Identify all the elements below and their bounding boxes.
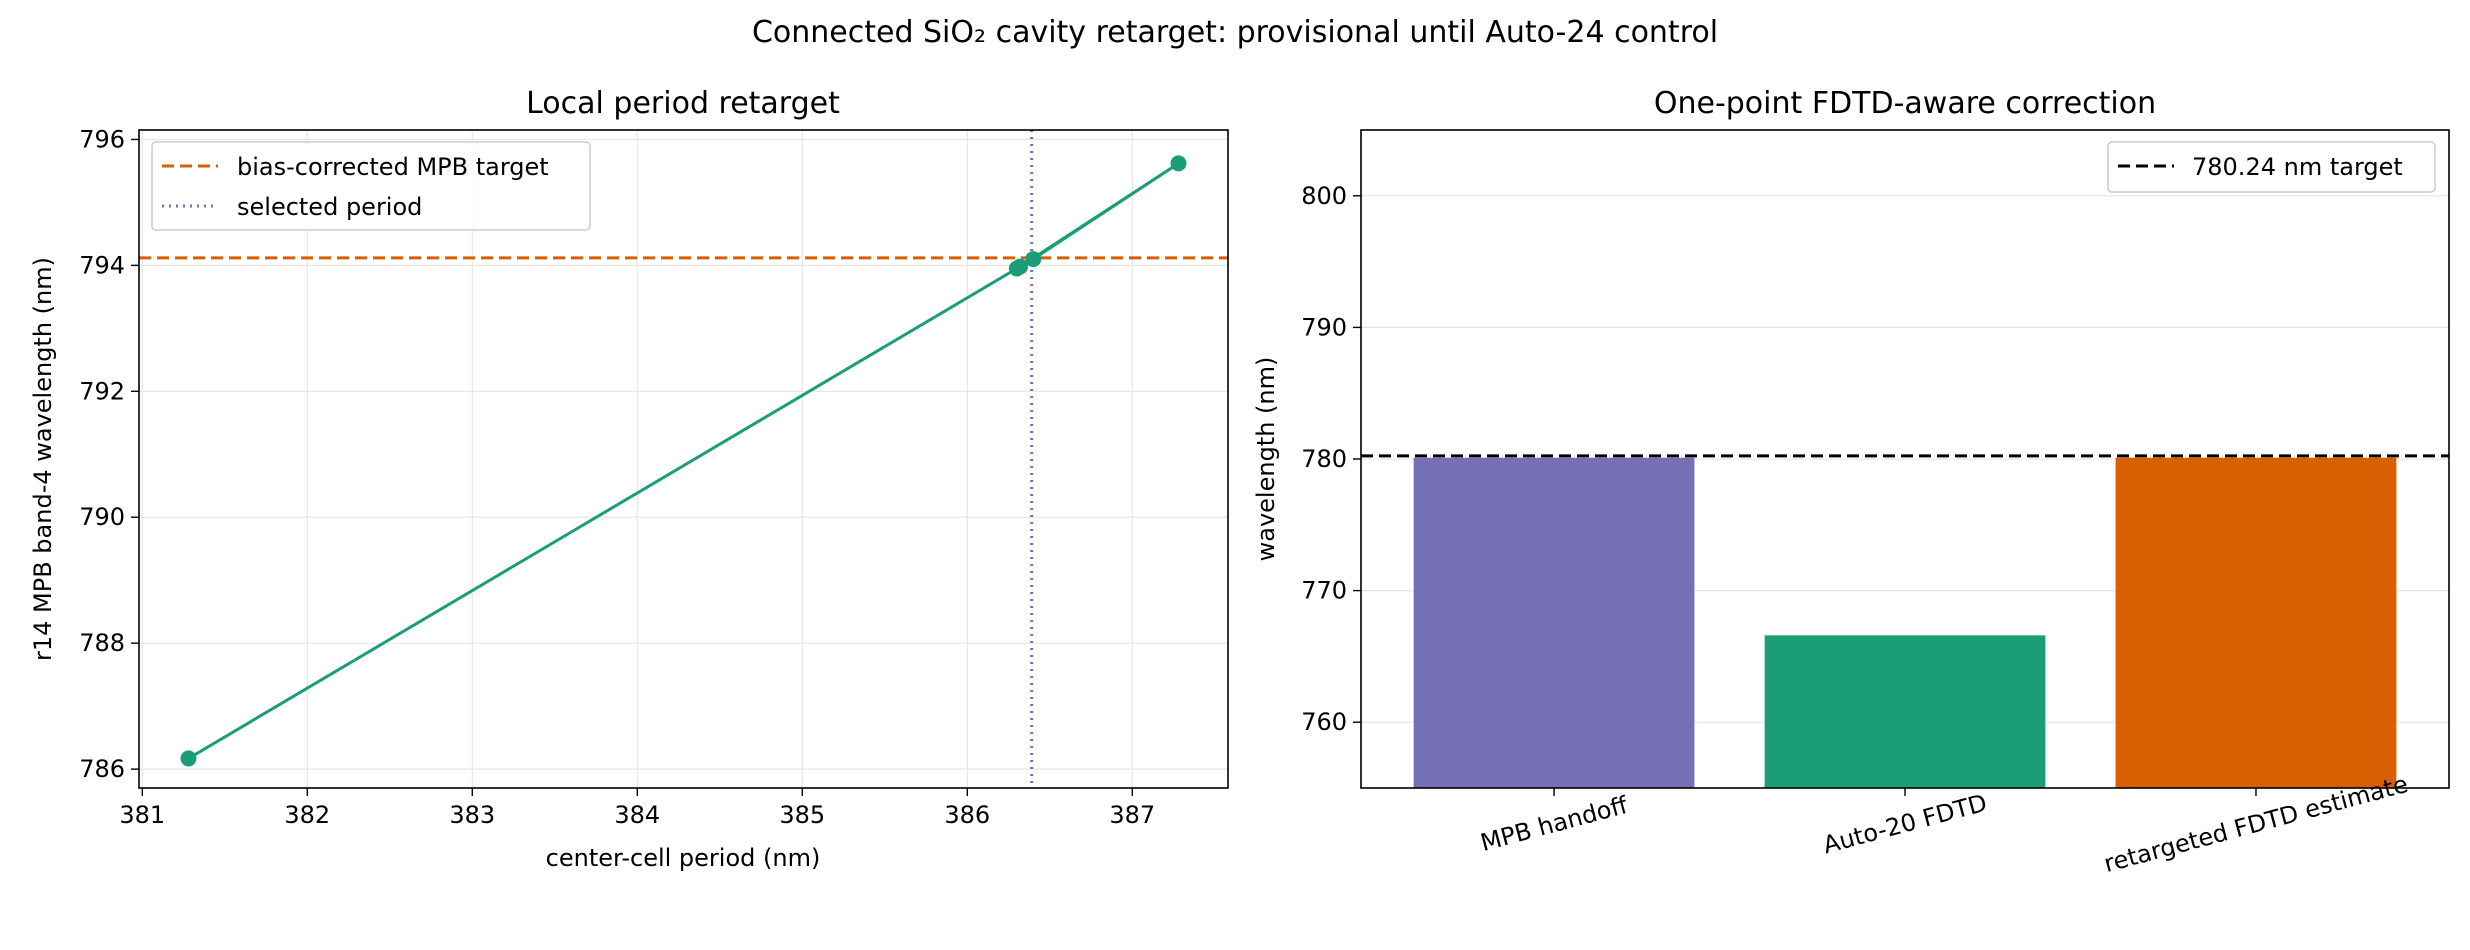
data-point [1025,251,1042,268]
plot-frame [138,129,1229,789]
y-tick-label: 790 [79,503,125,531]
data-point [1012,258,1029,275]
y-tick-label: 760 [1301,708,1347,736]
bar-0 [1413,457,1695,788]
x-tick-label: 383 [449,801,495,829]
x-tick-label: 384 [614,801,660,829]
grid-lines [139,130,1228,788]
bar-1 [1764,635,2046,788]
data-point [180,750,197,767]
panel-title: One-point FDTD-aware correction [1654,86,2156,121]
data-point [1170,155,1187,172]
y-tick-label: 796 [79,125,125,153]
x-tick-label: 387 [1109,801,1155,829]
panel-fdtd-correction: MPB handoff Auto-20 FDTD retargeted FDTD e… [1252,86,2450,878]
x-axis-label: center-cell period (nm) [546,844,821,872]
y-tick-label: 792 [79,377,125,405]
x-tick-label: Auto-20 FDTD [1820,789,1990,860]
y-axis-label: r14 MPB band-4 wavelength (nm) [29,257,57,661]
panel-title: Local period retarget [526,86,840,121]
y-tick-label: 790 [1301,313,1347,341]
legend-label-target: 780.24 nm target [2192,153,2403,181]
x-tick-label: 386 [944,801,990,829]
y-axis-label: wavelength (nm) [1252,357,1280,562]
data-series [180,155,1187,767]
figure-title: Connected SiO₂ cavity retarget: provisio… [752,15,1718,50]
x-tick-label: 381 [119,801,165,829]
x-tick-label: 385 [779,801,825,829]
y-tick-label: 794 [79,251,125,279]
x-ticks: 381 382 383 384 385 386 387 [119,788,1155,829]
reference-lines [139,130,1228,788]
panel-local-period-retarget: 381 382 383 384 385 386 387 786 788 790 792 794 796… [29,86,1229,872]
y-tick-label: 780 [1301,445,1347,473]
legend-label-selected-period: selected period [237,193,422,221]
y-ticks: 760 770 780 790 800 [1301,182,1361,736]
y-tick-label: 800 [1301,182,1347,210]
y-tick-label: 788 [79,629,125,657]
y-tick-label: 786 [79,755,125,783]
legend: bias-corrected MPB target selected perio… [151,141,591,231]
y-ticks: 786 788 790 792 794 796 [79,125,139,783]
plot-background [139,130,1228,788]
legend: 780.24 nm target [2107,141,2436,193]
bar-2 [2115,457,2397,788]
legend-label-bias-corrected-target: bias-corrected MPB target [237,153,549,181]
bars [1413,457,2397,788]
x-tick-label: 382 [284,801,330,829]
y-tick-label: 770 [1301,577,1347,605]
legend-frame [2107,141,2436,193]
x-tick-label: MPB handoff [1478,791,1631,857]
legend-frame [151,141,591,231]
